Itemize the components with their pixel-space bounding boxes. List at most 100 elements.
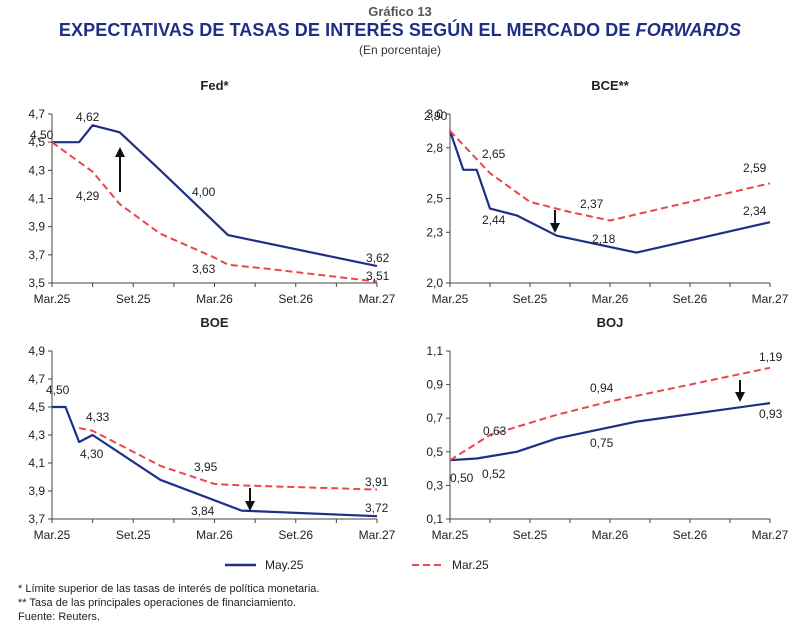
- data-label: 3,72: [365, 501, 389, 515]
- data-label: 2,44: [482, 213, 506, 227]
- y-tick-label: 0,9: [426, 378, 443, 392]
- chart-panel-2: BCE** 2,0 2,3 2,5 2,8 3,0 Mar.25 Set.25 Mar.26 Se…: [424, 78, 789, 306]
- data-label: 0,93: [759, 407, 783, 421]
- data-label: 2,65: [482, 147, 506, 161]
- footnote-1: * Límite superior de las tasas de interé…: [18, 583, 320, 595]
- y-tick-label: 4,1: [28, 192, 45, 206]
- x-tick-label: Mar.27: [752, 292, 789, 306]
- x-tick-label: Mar.25: [34, 292, 71, 306]
- footnote-2: ** Tasa de las principales operaciones d…: [18, 597, 297, 609]
- series-line-mar25: [449, 366, 771, 462]
- arrow-down-icon: [245, 501, 255, 511]
- y-tick-label: 2,8: [426, 141, 443, 155]
- series-line-may25: [448, 130, 771, 254]
- y-tick-label: 1,1: [426, 344, 443, 358]
- data-label: 4,29: [76, 189, 100, 203]
- data-label: 3,51: [366, 269, 390, 283]
- series-line-mar25: [51, 141, 378, 283]
- data-label: 2,34: [743, 204, 767, 218]
- chart-panel-4: BOJ 0,1 0,3 0,5 0,7 0,9 1,1 Mar.25 Set.25 Mar.26 S…: [426, 315, 788, 542]
- arrow-down-icon: [550, 223, 560, 233]
- data-label: 3,62: [366, 251, 390, 265]
- data-label: 3,84: [191, 504, 215, 518]
- series-line-mar25: [78, 427, 378, 491]
- title-main: EXPECTATIVAS DE TASAS DE INTERÉS SEGÚN E…: [58, 20, 636, 40]
- y-tick-label: 4,5: [28, 135, 45, 149]
- data-label: 2,90: [424, 109, 448, 123]
- x-tick-label: Mar.25: [432, 528, 469, 542]
- y-tick-label: 0,5: [426, 445, 443, 459]
- panel-title: Fed*: [200, 78, 229, 93]
- legend-label-may25: May.25: [265, 558, 304, 572]
- y-tick-label: 4,3: [28, 163, 45, 177]
- data-label: 0,75: [590, 436, 614, 450]
- y-tick-label: 4,7: [28, 107, 45, 121]
- series-line-may25: [52, 124, 378, 268]
- y-tick-label: 3,7: [28, 248, 45, 262]
- series-line-may25: [52, 405, 378, 518]
- series-line-mar25: [449, 130, 771, 222]
- y-tick-label: 3,9: [28, 220, 45, 234]
- data-label: 1,19: [759, 350, 783, 364]
- x-tick-label: Set.25: [513, 292, 548, 306]
- x-tick-label: Set.26: [278, 528, 313, 542]
- arrow-up-icon: [115, 147, 125, 157]
- y-tick-label: 0,7: [426, 411, 443, 425]
- arrow-down-icon: [735, 392, 745, 402]
- data-label: 3,91: [365, 475, 389, 489]
- data-label: 0,94: [590, 381, 614, 395]
- data-label: 0,50: [450, 471, 474, 485]
- data-label: 2,59: [743, 161, 767, 175]
- series-line-may25: [449, 402, 771, 462]
- x-tick-label: Mar.27: [752, 528, 789, 542]
- data-label: 4,30: [80, 447, 104, 461]
- panel-title: BCE**: [591, 78, 630, 93]
- chart-panel-1: Fed* 3,5 3,7 3,9 4,1 4,3 4,5 4,7 Mar.25 Set.25 Mar…: [28, 78, 395, 306]
- y-tick-label: 0,3: [426, 478, 443, 492]
- x-tick-label: Mar.26: [196, 528, 233, 542]
- y-tick-label: 3,7: [28, 512, 45, 526]
- data-label: 4,00: [192, 185, 216, 199]
- y-tick-label: 3,9: [28, 484, 45, 498]
- y-tick-label: 2,0: [426, 276, 443, 290]
- x-tick-label: Set.25: [116, 292, 151, 306]
- data-label: 2,18: [592, 232, 616, 246]
- x-tick-label: Mar.26: [592, 528, 629, 542]
- legend: May.25 Mar.25: [225, 558, 489, 572]
- x-tick-label: Set.26: [673, 528, 708, 542]
- x-tick-label: Mar.26: [196, 292, 233, 306]
- y-tick-label: 4,3: [28, 428, 45, 442]
- data-label: 2,37: [580, 197, 604, 211]
- y-tick-label: 4,9: [28, 344, 45, 358]
- y-tick-label: 4,1: [28, 456, 45, 470]
- data-label: 0,52: [482, 467, 506, 481]
- chart-title: EXPECTATIVAS DE TASAS DE INTERÉS SEGÚN E…: [0, 20, 800, 41]
- x-tick-label: Set.26: [278, 292, 313, 306]
- x-tick-label: Mar.27: [359, 528, 396, 542]
- title-italic: FORWARDS: [635, 20, 742, 40]
- data-label: 4,33: [86, 410, 110, 424]
- footnote-source: Fuente: Reuters.: [18, 611, 100, 623]
- chart-panel-3: BOE 3,7 3,9 4,1 4,3 4,5 4,7 4,9 Mar.25 Set.25 Mar.…: [28, 315, 395, 542]
- legend-label-mar25: Mar.25: [452, 558, 489, 572]
- x-tick-label: Set.26: [673, 292, 708, 306]
- data-label: 3,63: [192, 262, 216, 276]
- data-label: 4,50: [46, 383, 70, 397]
- x-tick-label: Mar.26: [592, 292, 629, 306]
- y-tick-label: 2,3: [426, 225, 443, 239]
- y-tick-label: 0,1: [426, 512, 443, 526]
- data-label: 4,62: [76, 110, 100, 124]
- x-tick-label: Set.25: [116, 528, 151, 542]
- y-tick-label: 4,5: [28, 400, 45, 414]
- panel-title: BOJ: [597, 315, 624, 330]
- y-tick-label: 3,0: [426, 107, 443, 121]
- data-label: 3,95: [194, 460, 218, 474]
- data-label: 0,63: [483, 424, 507, 438]
- y-tick-label: 4,7: [28, 372, 45, 386]
- x-tick-label: Mar.25: [34, 528, 71, 542]
- x-tick-label: Mar.25: [432, 292, 469, 306]
- chart-kicker: Gráfico 13: [368, 4, 432, 19]
- x-tick-label: Mar.27: [359, 292, 396, 306]
- y-tick-label: 2,5: [426, 192, 443, 206]
